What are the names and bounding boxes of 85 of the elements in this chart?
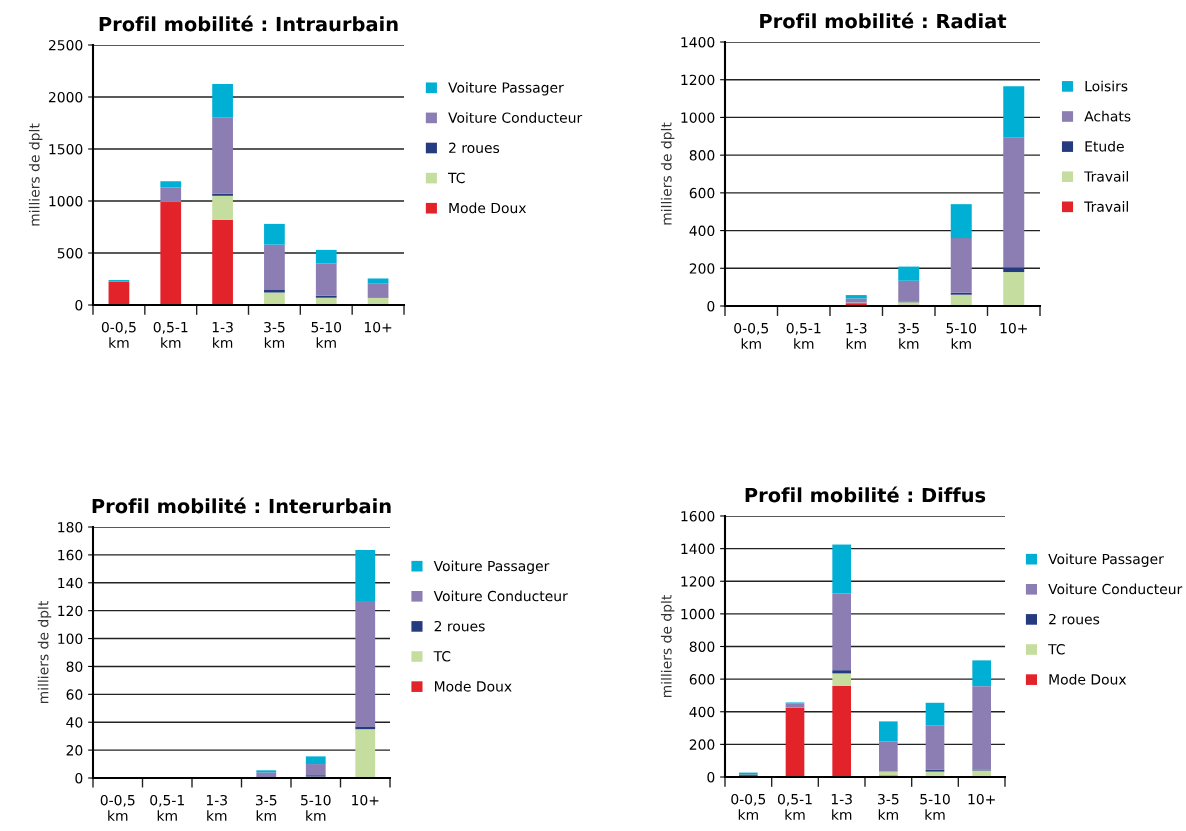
x-tick-label: 5-10 km [311,321,342,348]
y-tick-label: 0 [707,300,715,312]
y-axis-title: milliers de dplt [37,601,52,704]
y-tick-label: 0 [707,771,715,783]
legend-label: Voiture Conducteur [433,590,568,602]
legend-label: Mode Doux [449,202,527,214]
x-tick-label: 1-3 km [846,322,867,349]
y-tick-label: 600 [689,674,715,685]
y-tick-label: 200 [689,739,715,750]
legend-label: Travail [1084,201,1128,212]
legend-label: Voiture Passager [1048,553,1164,567]
y-tick-label: 500 [57,247,83,259]
x-tick-label: 0-0,5 km [100,794,135,821]
x-tick-label: 3-5 km [878,793,899,820]
y-tick-label: 600 [689,187,715,199]
chart-title: Profil mobilité : Interurbain [92,497,391,514]
chart-title: Profil mobilité : Intraurbain [99,15,398,32]
legend-label: TC [433,651,451,662]
x-tick-label: 5-10 km [301,794,331,821]
y-tick-label: 20 [66,745,83,756]
y-tick-label: 2500 [48,39,83,51]
x-tick-label: 1-3 km [206,794,227,821]
y-tick-label: 180 [58,521,83,533]
legend-label: Voiture Passager [433,560,550,574]
y-tick-label: 1000 [681,112,715,123]
y-tick-label: 160 [58,549,83,561]
x-tick-label: 10+ [364,321,392,333]
legend-label: Mode Doux [1049,673,1127,685]
y-axis-title: milliers de dplt [660,595,675,698]
y-tick-label: 40 [66,717,83,728]
x-tick-label: 3-5 km [898,322,919,349]
y-tick-label: 1500 [49,143,83,155]
legend-label: Etude [1085,140,1124,152]
x-tick-label: 0,5-1 km [786,322,821,349]
chart-title: Profil mobilité : Radiat [760,12,1007,29]
legend-label: Voiture Passager [448,82,564,96]
x-tick-label: 0,5-1 km [150,794,184,821]
y-tick-label: 1200 [681,576,715,587]
x-tick-label: 3-5 km [255,794,277,821]
x-tick-label: 0,5-1 km [153,321,188,348]
x-tick-label: 0,5-1 km [777,793,812,820]
legend-label: Travail [1084,170,1128,182]
y-tick-label: 200 [689,263,715,274]
y-axis-title: milliers de dplt [660,122,675,225]
legend-label: TC [1048,644,1065,655]
legend-label: Achats [1084,110,1131,122]
legend-label: Voiture Conducteur [1048,583,1183,595]
legend-label: Loisirs [1085,80,1128,92]
y-tick-label: 0 [75,299,83,311]
y-tick-label: 800 [689,641,715,652]
x-tick-label: 5-10 km [946,322,977,349]
x-tick-label: 0-0,5 km [734,322,769,349]
y-tick-label: 60 [66,689,83,700]
x-tick-label: 5-10 km [920,793,950,820]
y-axis-title: milliers de dplt [28,123,43,226]
x-tick-label: 10+ [352,794,379,806]
y-tick-label: 1200 [681,74,715,86]
y-tick-label: 1600 [681,510,715,522]
x-tick-label: 0-0,5 km [731,793,766,820]
legend-label: TC [448,172,465,184]
y-tick-label: 80 [66,661,83,672]
x-tick-label: 10+ [968,793,995,805]
x-tick-label: 0-0,5 km [101,321,136,348]
y-tick-label: 400 [689,225,715,237]
chart-title: Profil mobilité : Diffus [745,486,986,503]
y-tick-label: 0 [75,772,83,784]
y-tick-label: 1400 [681,543,715,555]
legend-label: Voiture Conducteur [448,112,583,123]
y-tick-label: 120 [58,605,83,617]
y-tick-label: 140 [58,577,83,589]
y-tick-label: 1000 [49,195,83,207]
x-tick-label: 3-5 km [264,321,285,348]
y-tick-label: 2000 [48,91,83,103]
x-tick-label: 10+ [1000,322,1027,334]
legend-label: Mode Doux [435,680,512,692]
y-tick-label: 400 [689,706,715,718]
x-tick-label: 1-3 km [831,793,852,820]
legend-label: 2 roues [449,142,500,154]
y-tick-label: 100 [58,633,83,645]
y-tick-label: 800 [689,150,715,161]
legend-label: 2 roues [434,620,485,632]
legend-label: 2 roues [1049,613,1100,625]
y-tick-label: 1400 [681,36,715,48]
x-tick-label: 1-3 km [212,321,233,348]
y-tick-label: 1000 [681,608,715,620]
